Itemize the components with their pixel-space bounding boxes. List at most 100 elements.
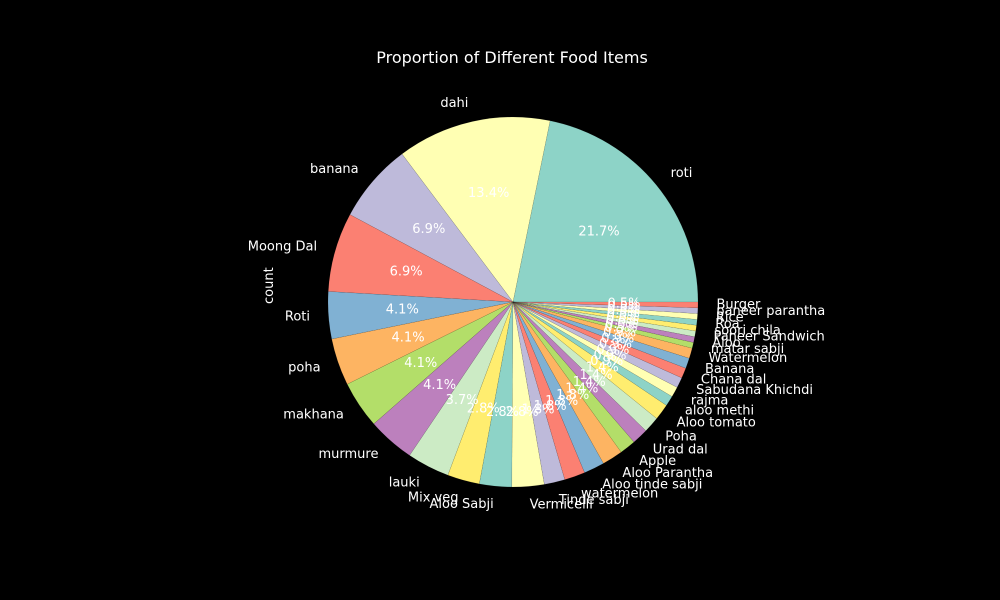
slice-category-label: Watermelon [709, 351, 788, 366]
slice-percent-label: 1.4% [586, 361, 619, 376]
pie-slice-makhana [346, 301, 514, 425]
pie-slice-aloo-tomato [512, 301, 667, 419]
slice-percent-label: 0.9% [603, 325, 636, 340]
slice-percent-label: 6.9% [412, 222, 445, 237]
pie-slice-poha [331, 301, 514, 385]
pie-slice-roti [512, 120, 699, 303]
slice-percent-label: 21.7% [578, 224, 619, 239]
slice-category-label: banana [310, 162, 359, 177]
chart-title: Proportion of Different Food Items [376, 48, 648, 67]
slice-labels: roti 21.7% dahi 13.4% banana 6.9% Moong Dal 6.9… [248, 96, 826, 512]
slice-category-label: Rice [716, 311, 744, 326]
slice-category-label: Urad dal [653, 442, 708, 457]
pie-slice-soori-chila [512, 301, 697, 332]
slice-percent-label: 6.9% [390, 264, 423, 279]
pie-slice-aloo-tinde-sabji [512, 301, 604, 473]
pie-slice-rice [512, 301, 698, 320]
pie-slice-roa [512, 301, 698, 326]
slice-percent-label: 0.9% [599, 337, 632, 352]
slice-category-label: rajma [691, 393, 729, 408]
slice-percent-label: 0.9% [601, 331, 634, 346]
pie-slice-urad-dal [512, 301, 647, 443]
slice-category-label: makhana [283, 408, 344, 423]
pie-slice-rajma [512, 301, 678, 397]
slice-percent-label: 0.5% [607, 307, 640, 322]
pie-slice-mix-veg [447, 301, 514, 485]
pie-slices [327, 116, 699, 488]
slice-category-label: murmure [318, 447, 378, 462]
slice-category-label: paneer parantha [716, 304, 825, 319]
slice-percent-label: 1.8% [521, 403, 554, 418]
slice-percent-label: 1.4% [580, 368, 613, 383]
pie-slice-paneer-sandwich [512, 301, 696, 338]
slice-percent-label: 2.8% [486, 405, 519, 420]
slice-percent-label: 0.5% [607, 303, 640, 318]
slice-category-label: Apple [639, 454, 676, 469]
slice-percent-label: 0.5% [606, 314, 639, 329]
slice-category-label: aloo methi [685, 403, 754, 418]
slice-category-label: watermelon [581, 486, 658, 501]
slice-percent-label: 4.1% [392, 331, 425, 346]
slice-percent-label: 2.8% [467, 401, 500, 416]
slice-category-label: Aloo tomato [677, 416, 756, 431]
pie-slice-apple [512, 301, 635, 453]
pie-slice-lauki [409, 301, 514, 476]
pie-slice-chana-dal [512, 301, 687, 379]
slice-percent-label: 1.8% [545, 394, 578, 409]
slice-percent-label: 1.4% [573, 375, 606, 390]
slice-percent-label: 4.1% [386, 303, 419, 318]
slice-category-label: Vermicelli [530, 497, 593, 512]
slice-percent-label: 0.5% [606, 310, 639, 325]
slice-percent-label: 4.1% [423, 378, 456, 393]
pie-slice-vermicelli [511, 301, 545, 488]
slice-percent-label: 0.5% [607, 296, 640, 311]
pie-slice-poha [512, 301, 658, 432]
slice-category-label: Moong Dal [248, 239, 317, 254]
pie-slice-tinde-sabji [512, 301, 566, 485]
pie-slice-watermelon [512, 301, 693, 359]
slice-category-label: Poha [665, 430, 697, 445]
slice-percent-label: 1.4% [565, 382, 598, 397]
slice-category-label: roti [671, 166, 693, 181]
slice-category-label: Sabudana Khichdi [696, 383, 813, 398]
slice-category-label: dahi [440, 96, 468, 111]
slice-category-label: Aloo Parantha [622, 466, 713, 481]
slice-category-label: Tinde sabji [558, 493, 629, 508]
slice-category-label: matar sabji [711, 342, 784, 357]
slice-percent-label: 0.9% [590, 354, 623, 369]
pie-slice-watermelon [512, 301, 585, 480]
pie-slice-moong-dal [328, 214, 514, 303]
pie-slice-aloo [512, 301, 695, 343]
pie-slice-paneer-parantha [512, 301, 699, 314]
pie-slice-dahi [401, 116, 551, 303]
pie-slice-murmure [373, 301, 514, 456]
slice-percent-label: 2.8% [506, 405, 539, 420]
slice-percent-label: 0.5% [604, 321, 637, 336]
slice-category-label: Chana dal [701, 373, 766, 388]
slice-category-label: soori chila [714, 323, 780, 338]
slice-percent-label: 0.9% [596, 343, 629, 358]
slice-category-label: Aloo Sabji [430, 497, 494, 512]
pie-slice-banana [349, 153, 514, 303]
pie-slice-matar-sabji [512, 301, 694, 349]
slice-category-label: Roa [715, 317, 739, 332]
pie-slice-sabudana-khichdi [512, 301, 683, 388]
pie-slice-aloo-methi [512, 301, 673, 406]
slice-category-label: poha [288, 361, 320, 376]
slice-percent-label: 0.9% [593, 348, 626, 363]
pie-slice-burger [512, 301, 699, 309]
slice-category-label: Aloo tinde sabji [602, 477, 702, 492]
slice-category-label: Roti [285, 309, 310, 324]
slice-percent-label: 13.4% [468, 186, 509, 201]
slice-percent-label: 0.5% [607, 300, 640, 315]
pie-slice-aloo-sabji [479, 301, 514, 488]
slice-category-label: lauki [389, 475, 420, 490]
pie-slice-aloo-parantha [512, 301, 622, 464]
slice-percent-label: 4.1% [404, 356, 437, 371]
slice-category-label: Aloo [712, 336, 740, 351]
slice-category-label: Burger [716, 298, 761, 313]
slice-category-label: Paneer Sandwich [713, 330, 824, 345]
pie-slice-banana [512, 301, 690, 369]
slice-category-label: Mix veg [408, 491, 459, 506]
slice-percent-label: 1.8% [556, 388, 589, 403]
